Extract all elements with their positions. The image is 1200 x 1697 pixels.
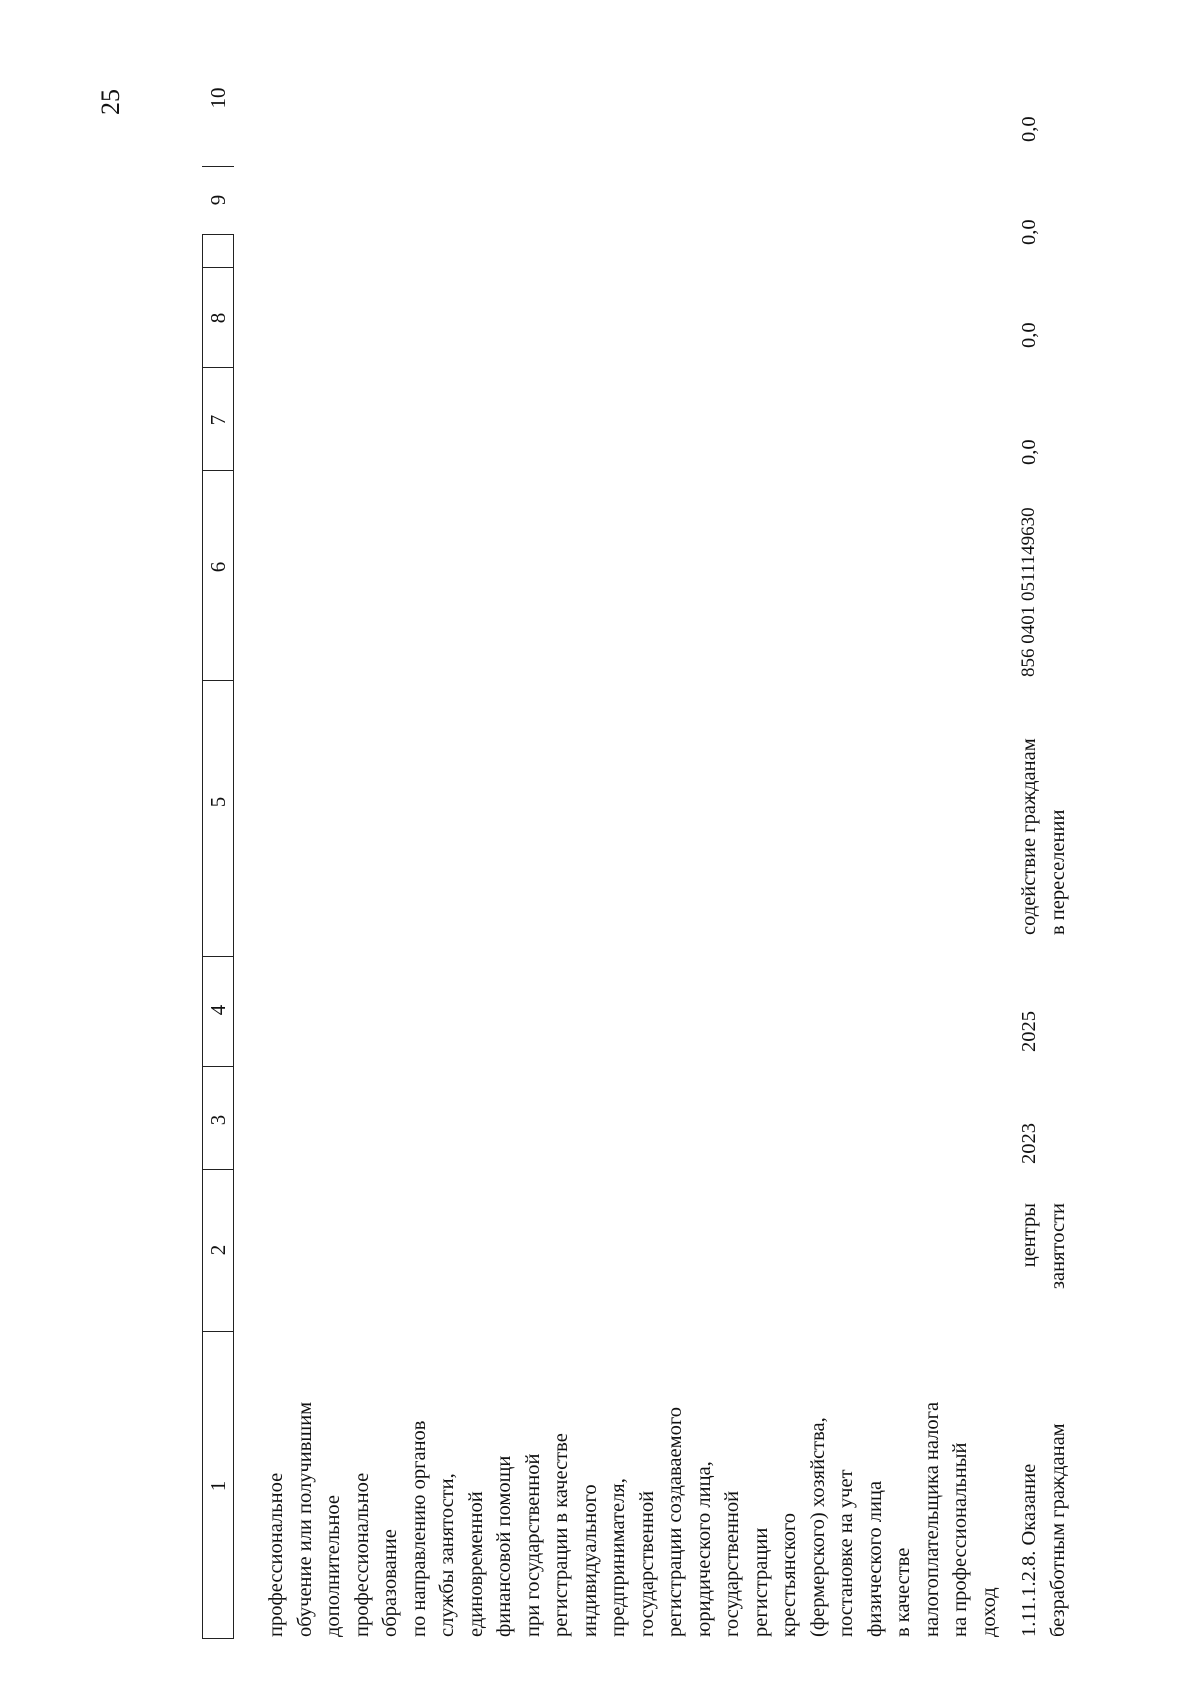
- header-col-8: 8: [206, 312, 230, 324]
- text-line: службы занятости,: [436, 1473, 458, 1637]
- text-line: юридического лица,: [692, 1461, 715, 1637]
- text-line: на профессиональный: [949, 1442, 971, 1637]
- text-line: в переселении: [1046, 809, 1069, 935]
- text-line: 1.11.1.2.8. Оказание: [1018, 1463, 1040, 1637]
- header-divider: [202, 1169, 234, 1170]
- header-divider: [202, 234, 234, 235]
- text-line: по направлению органов: [407, 1420, 430, 1638]
- header-col-5: 5: [206, 796, 230, 808]
- header-bottom-rule: [233, 234, 234, 1639]
- header-divider: [202, 166, 234, 167]
- header-col-6: 6: [206, 561, 230, 573]
- text-line: профессиональное: [350, 1472, 373, 1637]
- header-col-1: 1: [206, 1480, 230, 1492]
- header-col-9: 9: [206, 194, 230, 206]
- text-line: регистрации: [749, 1527, 772, 1637]
- text-line: (фермерского) хозяйства,: [806, 1417, 829, 1637]
- text-line: образование: [379, 1529, 401, 1637]
- row-col4-end-year: 2025: [1018, 1011, 1040, 1052]
- row-col3-start-year: 2023: [1018, 1123, 1040, 1164]
- text-line: доход: [977, 1587, 1000, 1637]
- header-divider: [202, 367, 234, 368]
- row-col6-budget-code: 856 0401 0511149630: [1018, 507, 1039, 677]
- text-line: индивидуального: [578, 1484, 601, 1637]
- text-line: финансовой помощи: [493, 1455, 515, 1637]
- text-line: содействие гражданам: [1018, 738, 1040, 935]
- text-line: государственной: [721, 1490, 743, 1637]
- header-col-2: 2: [206, 1244, 230, 1256]
- text-line: государственной: [635, 1490, 658, 1637]
- header-top-rule: [202, 234, 203, 1639]
- text-line: занятости: [1046, 1203, 1069, 1290]
- text-line: в качестве: [892, 1547, 914, 1637]
- header-divider: [202, 470, 234, 471]
- row-col1-text: 1.11.1.2.8. Оказание безработным граждан…: [1015, 1372, 1072, 1637]
- header-divider: [202, 1066, 234, 1067]
- text-line: безработным гражданам: [1046, 1423, 1069, 1637]
- text-line: крестьянского: [778, 1512, 800, 1637]
- row-col2-executor: центры занятости: [1015, 1203, 1072, 1323]
- text-line: налогоплательщика налога: [920, 1401, 943, 1637]
- text-line: регистрации создаваемого: [664, 1406, 686, 1637]
- text-line: профессиональное: [265, 1472, 287, 1637]
- text-line: предпринимателя,: [607, 1478, 629, 1637]
- header-divider: [202, 1331, 234, 1332]
- row-col7-value: 0,0: [1018, 439, 1040, 465]
- text-line: регистрации в качестве: [550, 1433, 572, 1637]
- page-number: 25: [96, 89, 125, 115]
- header-divider: [202, 1638, 234, 1639]
- row-col5-result: содействие гражданам в переселении: [1015, 685, 1072, 935]
- text-line: обучение или получившим: [293, 1401, 316, 1637]
- text-line: постановке на учет: [835, 1469, 857, 1637]
- continued-row-col1: профессиональное обучение или получившим…: [262, 1372, 1003, 1637]
- header-divider: [202, 680, 234, 681]
- header-col-3: 3: [206, 1114, 230, 1126]
- row-col8-value: 0,0: [1018, 322, 1040, 348]
- header-col-10: 10: [206, 87, 230, 109]
- text-line: физического лица: [863, 1480, 886, 1637]
- header-col-7: 7: [206, 414, 230, 426]
- text-line: при государственной: [521, 1453, 544, 1637]
- header-divider: [202, 267, 234, 268]
- row-col10-value: 0,0: [1018, 116, 1040, 142]
- text-line: единовременной: [464, 1491, 487, 1637]
- row-col9-value: 0,0: [1018, 219, 1040, 245]
- text-line: дополнительное: [322, 1494, 344, 1637]
- header-divider: [202, 956, 234, 957]
- text-line: центры: [1018, 1203, 1040, 1268]
- header-col-4: 4: [206, 1004, 230, 1016]
